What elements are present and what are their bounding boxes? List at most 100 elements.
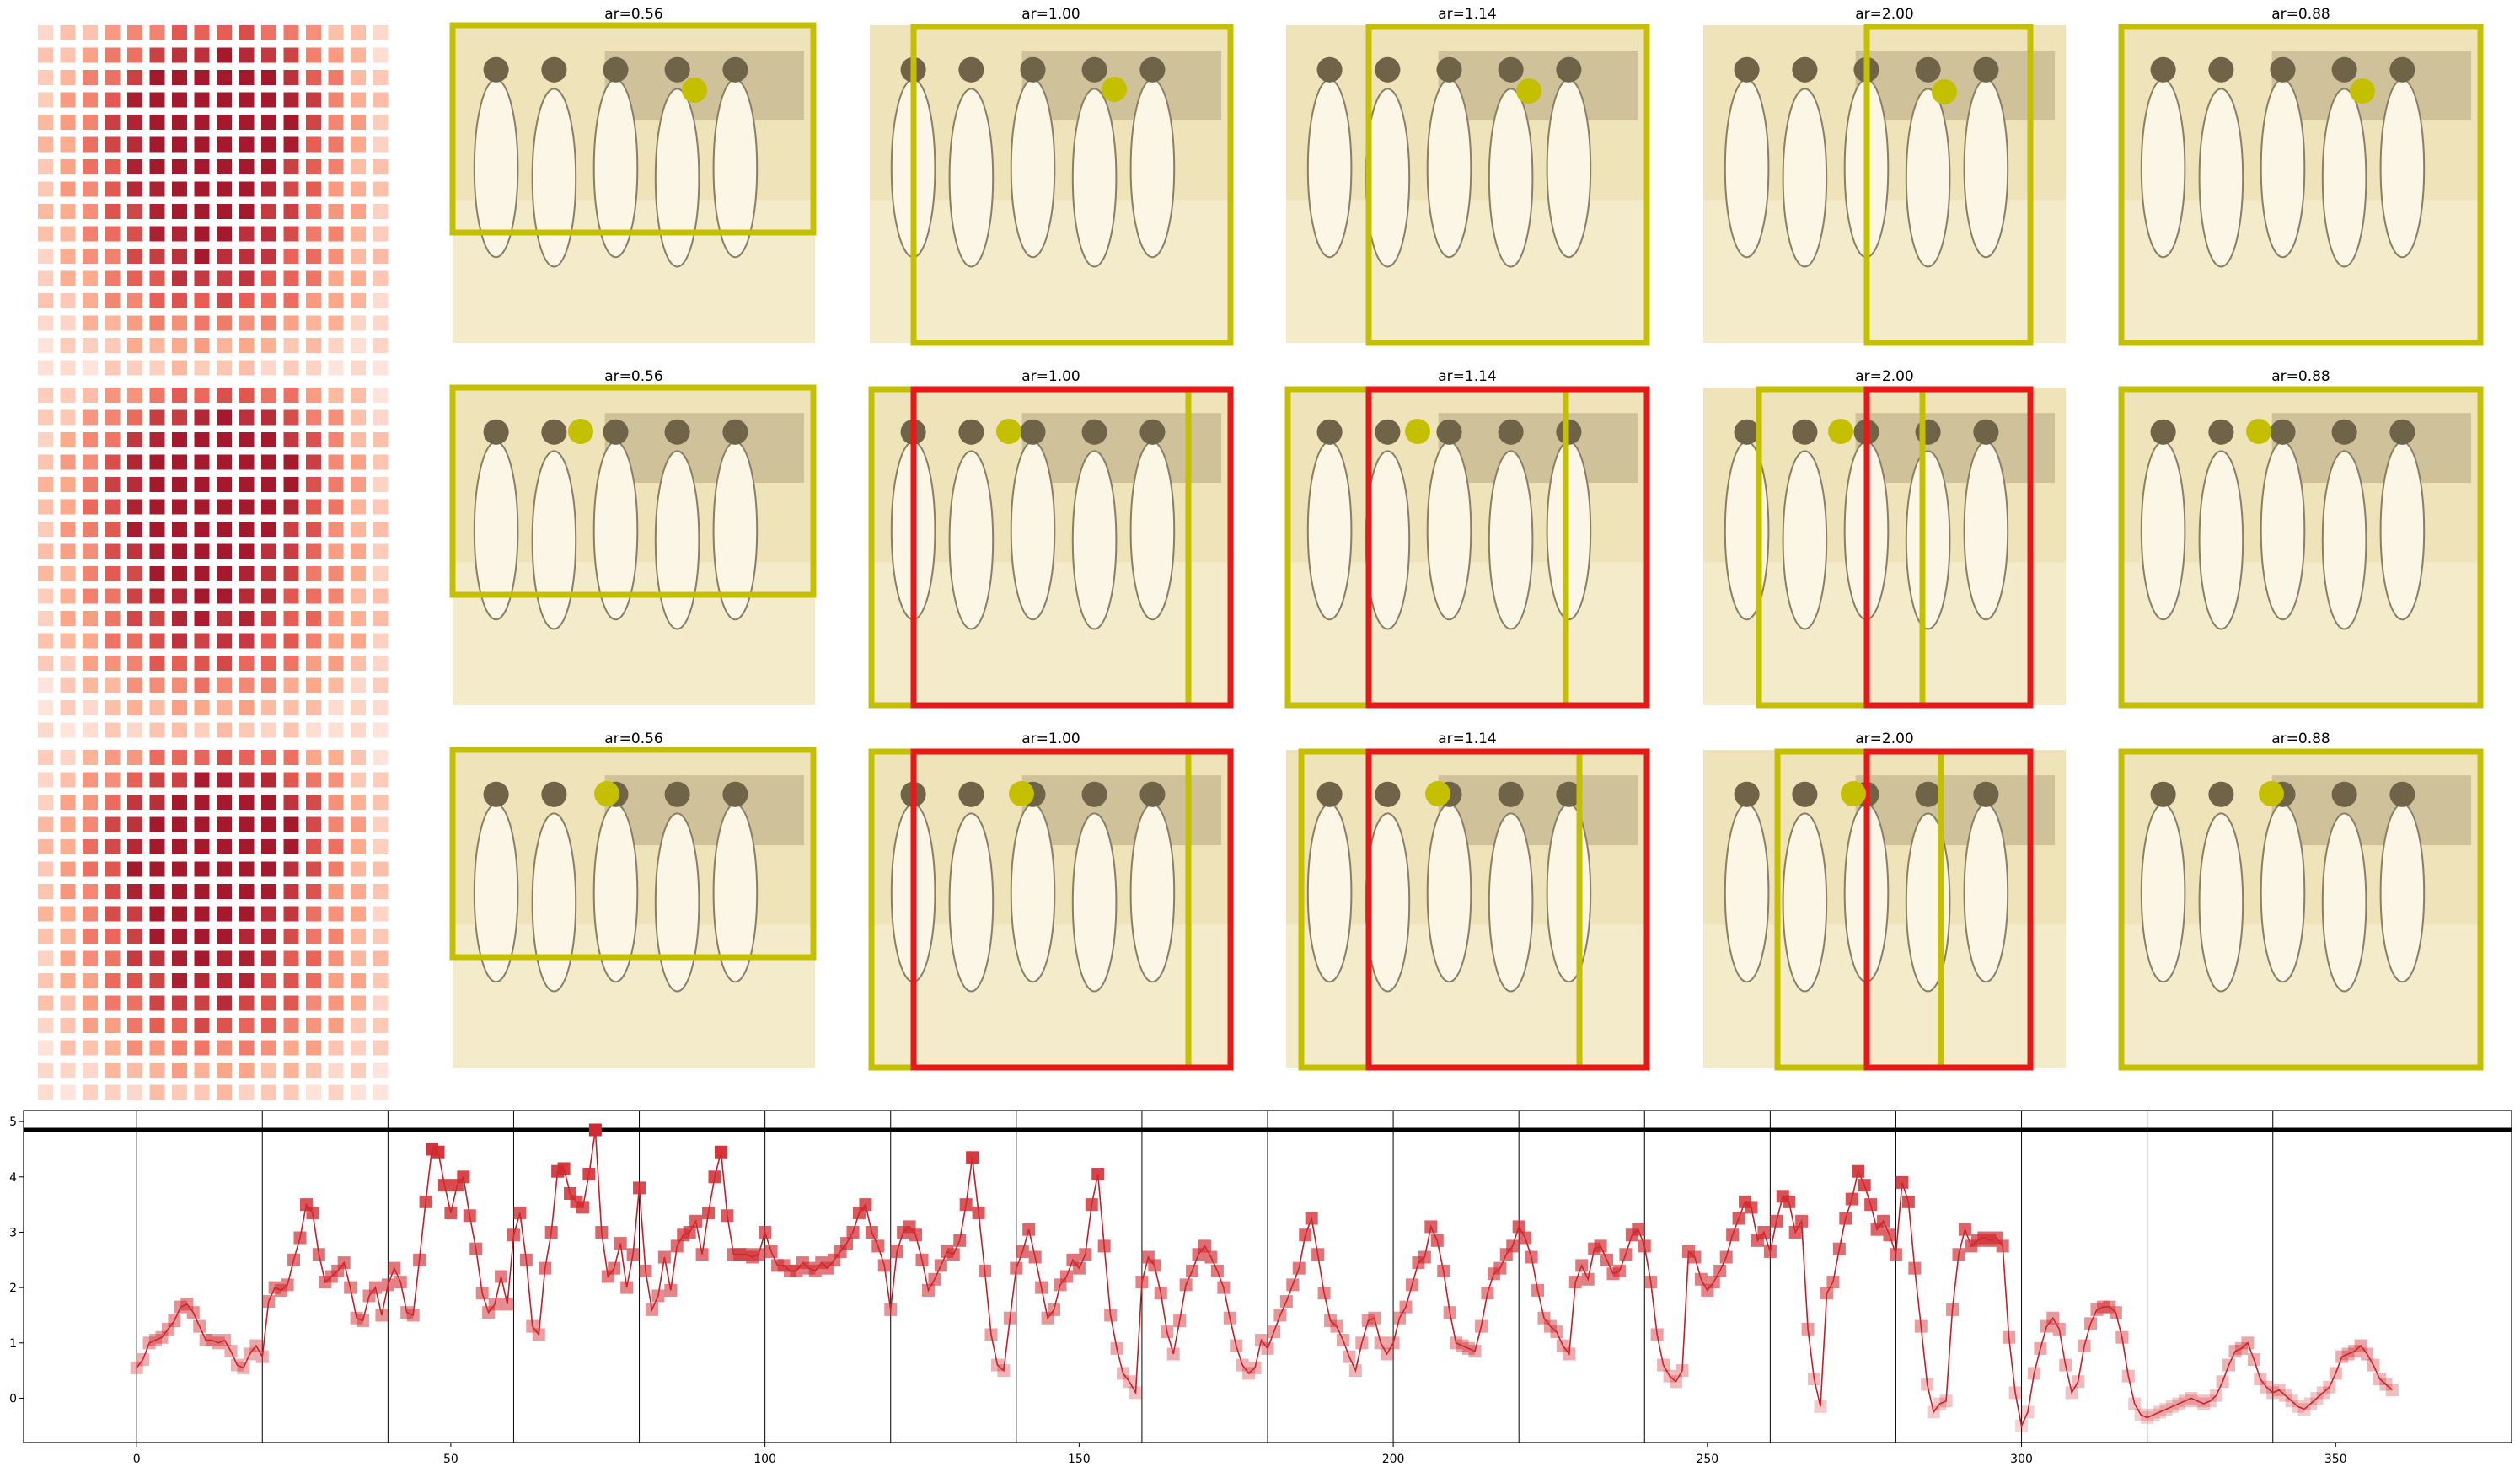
- heatmap-cell: [127, 884, 142, 899]
- heatmap-cell: [351, 226, 366, 242]
- heatmap-cell: [217, 204, 232, 219]
- fixation-dot: [568, 419, 593, 444]
- data-point: [1481, 1287, 1494, 1300]
- data-point: [287, 1253, 301, 1266]
- heatmap-cell: [351, 656, 366, 671]
- heatmap-cell: [217, 409, 232, 426]
- heatmap-cell: [328, 70, 344, 85]
- heatmap-cell: [283, 1084, 299, 1100]
- heatmap-cell: [172, 772, 187, 788]
- data-point: [519, 1253, 533, 1266]
- heatmap-cell: [149, 677, 165, 693]
- photo-head: [1375, 419, 1401, 445]
- data-point: [620, 1281, 634, 1294]
- heatmap-cell: [194, 929, 210, 944]
- data-point: [357, 1314, 370, 1328]
- heatmap-cell: [217, 92, 232, 108]
- data-point: [639, 1264, 652, 1277]
- photo-head: [1316, 419, 1343, 445]
- heatmap-cell: [194, 159, 210, 174]
- heatmap-cell: [105, 656, 121, 671]
- photo-head: [603, 56, 629, 83]
- heatmap-cell: [351, 181, 366, 197]
- heatmap-cell: [306, 522, 321, 537]
- heatmap-cell: [149, 1018, 165, 1033]
- alternate-crop-box: [910, 386, 1234, 709]
- data-point: [1097, 1239, 1111, 1253]
- data-point: [695, 1248, 709, 1261]
- photo-figure: [1724, 803, 1770, 983]
- heatmap-cell: [38, 181, 53, 197]
- heatmap-cell: [194, 249, 210, 264]
- data-point: [759, 1225, 772, 1239]
- photo-head: [1498, 781, 1524, 807]
- heatmap-cell: [60, 750, 76, 765]
- heatmap-cell: [239, 432, 255, 447]
- photo-head: [2150, 781, 2176, 807]
- data-point: [1958, 1223, 1971, 1236]
- heatmap-cell: [83, 677, 98, 693]
- heatmap-cell: [60, 293, 76, 308]
- heatmap-cell: [328, 950, 344, 966]
- data-point: [2361, 1347, 2374, 1361]
- heatmap-cell: [38, 477, 53, 492]
- heatmap-cell: [373, 432, 389, 447]
- heatmap-cell: [328, 388, 344, 403]
- alternate-crop-box: [1365, 386, 1650, 709]
- heatmap-cell: [105, 338, 121, 353]
- data-point: [1129, 1386, 1142, 1400]
- data-point: [1632, 1223, 1645, 1236]
- data-point: [2329, 1367, 2342, 1380]
- data-point: [2134, 1408, 2147, 1421]
- photo-banner: [1021, 413, 1222, 484]
- fixation-dot: [2350, 78, 2375, 104]
- heatmap-cell: [328, 315, 344, 331]
- heatmap-cell: [373, 388, 389, 403]
- heatmap-cell: [83, 950, 98, 966]
- heatmap-cell: [217, 477, 232, 492]
- panel-title: ar=0.88: [2271, 6, 2330, 23]
- panel-title: ar=1.14: [1438, 731, 1497, 747]
- heatmap-cell: [306, 181, 321, 197]
- heatmap-cell: [149, 204, 165, 219]
- heatmap-cell: [261, 432, 276, 447]
- heatmap-panels: [38, 25, 389, 1100]
- heatmap-cell: [306, 477, 321, 492]
- data-point: [689, 1214, 703, 1228]
- heatmap-cell: [306, 861, 321, 877]
- heatmap-cell: [328, 338, 344, 353]
- data-point: [2052, 1322, 2066, 1336]
- photo-figure: [1782, 450, 1828, 630]
- heatmap-cell: [149, 181, 165, 197]
- heatmap-cell: [261, 772, 276, 788]
- data-point: [1895, 1175, 1909, 1189]
- photo-head: [1556, 781, 1582, 807]
- data-point: [934, 1259, 947, 1272]
- heatmap-cell: [149, 136, 165, 153]
- heatmap-cell: [60, 884, 76, 899]
- heatmap-cell: [373, 611, 389, 626]
- photo-panel: ar=1.00: [868, 731, 1234, 1071]
- data-point: [243, 1347, 256, 1361]
- data-point: [1921, 1378, 1934, 1391]
- heatmap-cell: [239, 409, 255, 426]
- data-point: [2228, 1345, 2242, 1358]
- heatmap-cell: [239, 47, 255, 63]
- heatmap-cell: [217, 995, 232, 1011]
- heatmap-cell: [217, 816, 232, 832]
- data-point: [262, 1295, 276, 1309]
- photo-head: [1020, 56, 1046, 83]
- data-point: [2021, 1405, 2035, 1419]
- heatmap-cell: [127, 159, 142, 174]
- heatmap-cell: [283, 906, 299, 922]
- heatmap-cell: [194, 432, 210, 447]
- heatmap-cell: [351, 611, 366, 626]
- data-point: [1525, 1250, 1538, 1264]
- photo-head: [1915, 419, 1941, 445]
- data-point: [2128, 1397, 2142, 1410]
- heatmap-cell: [38, 47, 53, 63]
- heatmap-cell: [328, 633, 344, 649]
- heatmap-cell: [373, 338, 389, 353]
- data-point: [1456, 1339, 1469, 1352]
- photo-panel: ar=0.88: [2118, 6, 2484, 346]
